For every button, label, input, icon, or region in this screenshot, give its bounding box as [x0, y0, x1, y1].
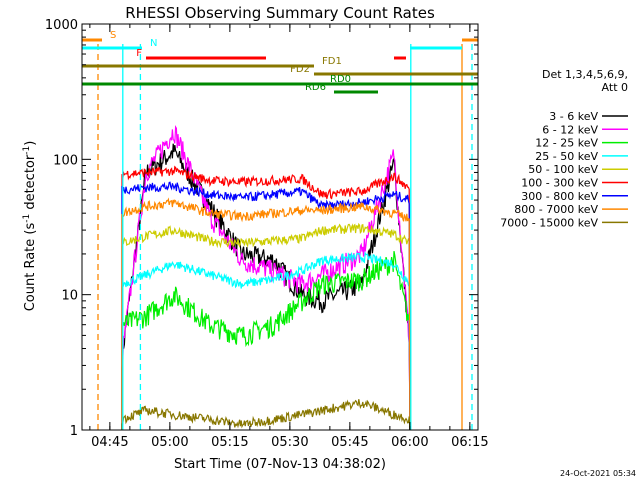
series-line	[121, 222, 411, 431]
y-tick-label: 100	[53, 153, 78, 168]
legend-header: Att 0	[602, 81, 628, 94]
legend-label: 6 - 12 keV	[542, 123, 598, 136]
x-tick-label: 04:45	[91, 435, 128, 450]
flag-label: F	[136, 48, 142, 59]
series-line	[121, 250, 411, 431]
y-tick-label: 10	[61, 289, 78, 304]
flag-label: RD0	[330, 74, 351, 85]
flag-label: FD2	[290, 64, 310, 75]
series-line	[121, 143, 411, 431]
series-line	[121, 125, 411, 431]
y-axis-label: Count Rate (s-1 detector-1)	[22, 141, 38, 312]
y-axis-label-sup: -1	[22, 214, 32, 223]
y-axis-label-part: )	[23, 141, 38, 146]
y-tick-label: 1000	[45, 18, 78, 33]
y-axis-label-part: Count Rate (s	[23, 223, 38, 312]
y-tick-label: 1	[70, 424, 78, 439]
flag-label: FD1	[322, 56, 342, 67]
series-line	[121, 165, 411, 431]
legend-label: 300 - 800 keV	[521, 190, 598, 203]
legend-label: 50 - 100 keV	[528, 163, 598, 176]
y-axis-label-part: detector	[23, 154, 38, 214]
x-tick-label: 05:45	[331, 435, 368, 450]
axes: 04:45 05:00 05:15 05:30 05:45 06:00 06:15 1 10 10…	[45, 18, 489, 450]
observing-flags: S NF FD1 FD2 RD0 RD6	[82, 30, 478, 94]
series-line	[121, 197, 411, 431]
y-axis-label-sup: -1	[22, 146, 32, 155]
series-line	[121, 251, 411, 431]
legend-header: Det 1,3,4,5,6,9,	[542, 68, 628, 81]
plot-area	[97, 44, 473, 431]
legend-label: 100 - 300 keV	[521, 177, 598, 190]
chart-title: RHESSI Observing Summary Count Rates	[125, 4, 435, 22]
x-tick-label: 06:15	[451, 435, 488, 450]
flag-label: N	[150, 38, 157, 49]
x-tick-label: 05:00	[151, 435, 188, 450]
x-tick-label: 05:15	[211, 435, 248, 450]
x-tick-label: 06:00	[391, 435, 428, 450]
series-line	[121, 399, 411, 431]
legend-label: 3 - 6 keV	[549, 110, 598, 123]
legend-label: 800 - 7000 keV	[514, 203, 598, 216]
x-axis-label: Start Time (07-Nov-13 04:38:02)	[174, 457, 386, 472]
plot-frame	[81, 23, 479, 431]
footer-date: 24-Oct-2021 05:34	[560, 469, 636, 478]
legend-label: 12 - 25 keV	[535, 137, 598, 150]
x-tick-label: 05:30	[271, 435, 308, 450]
flag-label: RD6	[305, 82, 326, 93]
legend-label: 25 - 50 keV	[535, 150, 598, 163]
legend-label: 7000 - 15000 keV	[500, 216, 598, 229]
flag-label: S	[110, 30, 116, 41]
series-line	[121, 181, 411, 431]
